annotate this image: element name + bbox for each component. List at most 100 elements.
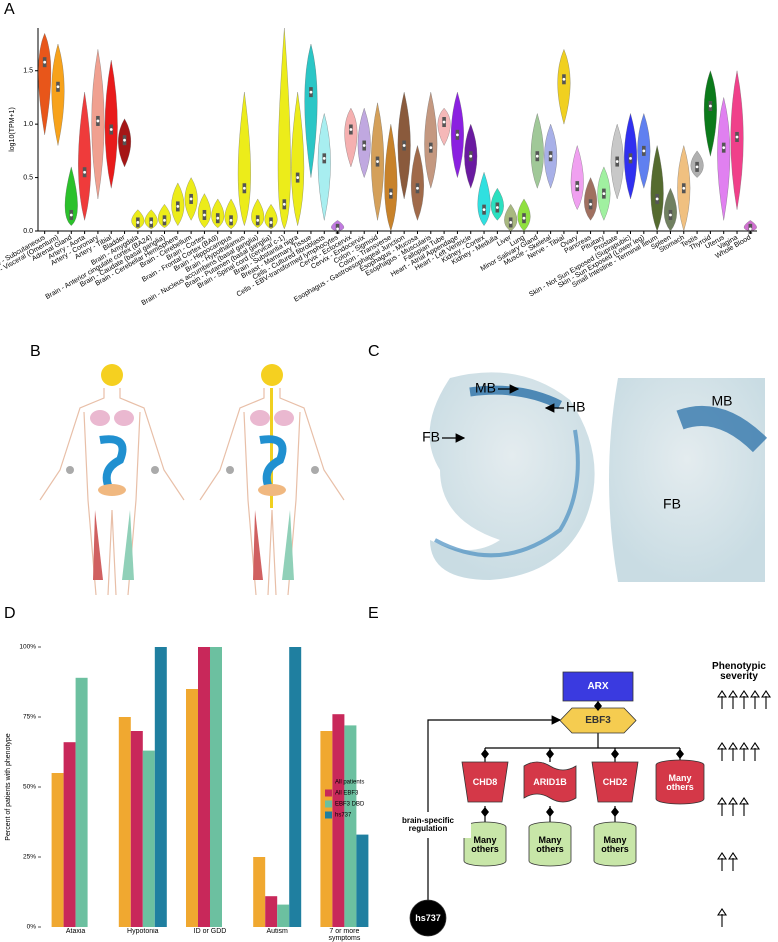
median bbox=[682, 186, 686, 190]
violin bbox=[530, 112, 544, 189]
arrow bbox=[716, 742, 728, 761]
arrow bbox=[760, 690, 772, 709]
diagram-connectors bbox=[427, 700, 681, 905]
median bbox=[629, 156, 632, 160]
violin bbox=[38, 32, 52, 135]
median bbox=[83, 170, 87, 174]
node-label: ARID1B bbox=[533, 777, 567, 788]
panel-label: A bbox=[4, 1, 15, 18]
median bbox=[362, 144, 366, 147]
median bbox=[549, 154, 553, 158]
legend-swatch bbox=[325, 789, 332, 797]
violin bbox=[584, 177, 598, 221]
median bbox=[136, 221, 140, 224]
diagram-node bbox=[593, 821, 637, 867]
median bbox=[216, 216, 220, 220]
violin bbox=[663, 187, 677, 232]
legend-label: hs737 bbox=[335, 813, 352, 819]
side-label: brain-specific regulation bbox=[385, 812, 471, 838]
median bbox=[589, 202, 592, 206]
violin bbox=[344, 107, 358, 168]
node-label: CHD2 bbox=[602, 777, 628, 788]
median bbox=[402, 144, 406, 147]
connector-diamond bbox=[481, 807, 489, 817]
violin bbox=[424, 92, 438, 189]
embryo-image bbox=[429, 372, 768, 582]
arrow bbox=[749, 690, 761, 709]
arrow bbox=[738, 742, 750, 761]
y-tick-label: 25% bbox=[23, 854, 36, 861]
x-tick-label-box: Autism bbox=[266, 928, 287, 935]
node-label: ARX bbox=[587, 681, 609, 693]
bar bbox=[154, 647, 167, 927]
y-tick-label: 75% bbox=[23, 714, 36, 721]
legend-swatch bbox=[325, 800, 332, 808]
bar bbox=[253, 857, 266, 927]
severity-arrows bbox=[716, 908, 728, 927]
node-label: hs737 bbox=[415, 913, 441, 924]
connector-diamond bbox=[546, 749, 554, 759]
violin bbox=[411, 144, 424, 221]
node-label-box: CHD2 bbox=[602, 777, 628, 788]
arrow bbox=[727, 797, 739, 816]
median bbox=[509, 221, 513, 224]
median bbox=[376, 160, 379, 163]
median bbox=[708, 104, 712, 108]
x-tick-label: ID or GDD bbox=[193, 928, 227, 935]
median bbox=[163, 218, 166, 222]
bar bbox=[277, 904, 290, 927]
violin bbox=[251, 198, 265, 228]
median bbox=[43, 60, 47, 64]
x-tick-label-box: ID or GDD bbox=[193, 928, 227, 935]
median bbox=[416, 186, 419, 190]
body-illustration bbox=[39, 364, 345, 596]
diagram-node bbox=[463, 821, 507, 867]
violin bbox=[237, 92, 251, 227]
y-tick-label: 0.5 bbox=[23, 174, 33, 181]
severity-arrows bbox=[716, 742, 761, 761]
violin bbox=[570, 145, 584, 210]
median bbox=[69, 213, 73, 217]
median bbox=[336, 227, 339, 231]
arrow bbox=[738, 797, 750, 816]
legend-swatch bbox=[325, 778, 332, 786]
node-label-box: CHD8 bbox=[473, 778, 498, 787]
median bbox=[242, 186, 246, 190]
median bbox=[722, 146, 726, 150]
median bbox=[442, 120, 446, 124]
panel-label: E bbox=[368, 605, 379, 622]
arrow bbox=[749, 742, 761, 761]
violin bbox=[104, 60, 118, 189]
median bbox=[123, 138, 126, 142]
bar bbox=[210, 647, 222, 927]
embryo-label: FB bbox=[422, 429, 440, 445]
x-tick-label: Ataxia bbox=[65, 928, 86, 935]
median bbox=[642, 149, 646, 153]
y-axis-label: Percent of patients with phenotype bbox=[5, 733, 12, 841]
median bbox=[575, 184, 579, 188]
bar bbox=[142, 750, 155, 927]
median bbox=[748, 227, 752, 231]
node-label-box: Many others bbox=[471, 835, 499, 854]
legend-label: EBF3 DBD bbox=[335, 802, 365, 808]
node-label-box: Many others bbox=[601, 835, 629, 854]
panel-label: B bbox=[30, 343, 41, 360]
bar bbox=[51, 773, 64, 927]
median bbox=[109, 128, 113, 131]
median bbox=[282, 202, 286, 206]
bar bbox=[289, 647, 302, 927]
panel-label: C bbox=[368, 343, 380, 360]
violin bbox=[717, 97, 731, 221]
diagram-node bbox=[409, 899, 447, 937]
node-label-box: Many others bbox=[666, 773, 694, 792]
arrow bbox=[738, 690, 750, 709]
connector-diamond bbox=[611, 807, 619, 817]
median bbox=[735, 135, 739, 139]
median bbox=[349, 128, 353, 131]
arrow bbox=[727, 742, 739, 761]
node-label-box: hs737 bbox=[415, 913, 441, 924]
node-label-box: ARX bbox=[587, 681, 609, 693]
median bbox=[322, 156, 326, 160]
node-label-box: ARID1B bbox=[533, 777, 567, 788]
